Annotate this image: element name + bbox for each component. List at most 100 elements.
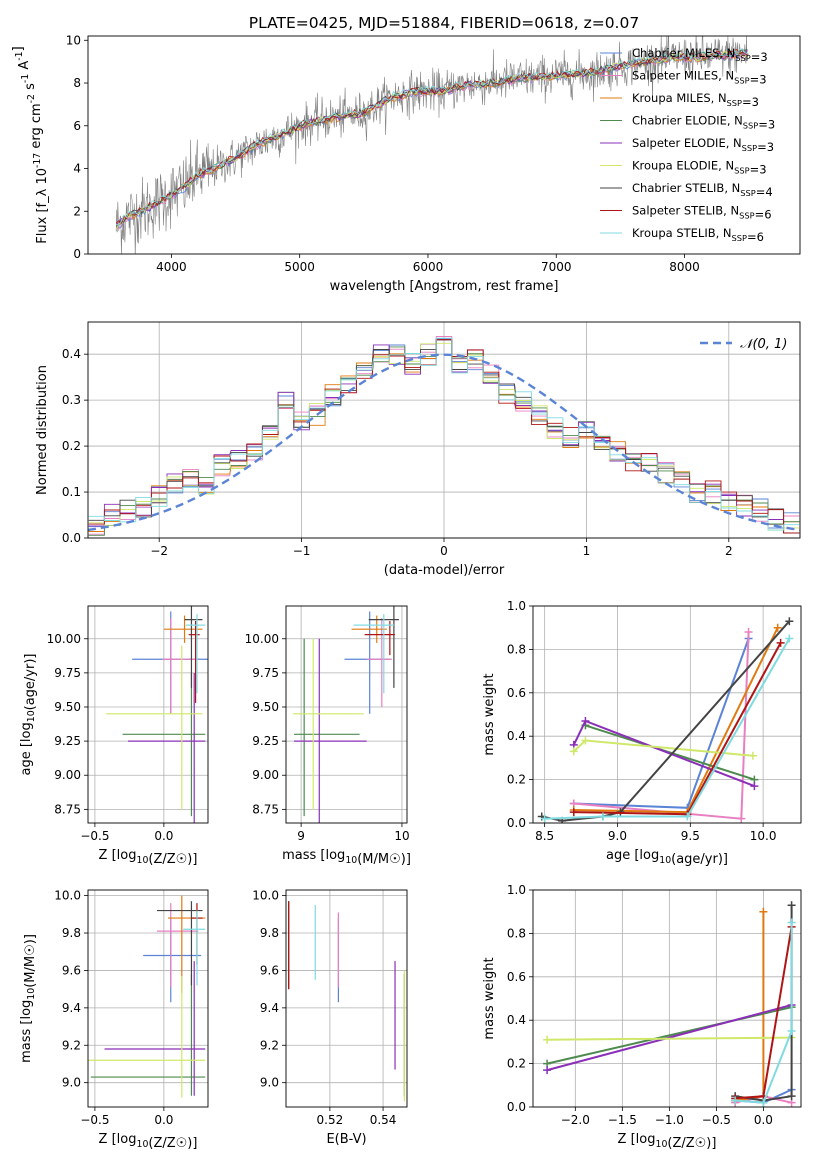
x-tick-label: 0.54	[370, 1113, 397, 1127]
x-tick-label: 0	[440, 544, 448, 558]
y-tick-label: 0.4	[507, 729, 526, 743]
y-tick-label: 0.2	[507, 1057, 526, 1071]
data-point-marker	[787, 901, 796, 910]
x-tick-label: 0.52	[317, 1113, 344, 1127]
y-tick-label: 0	[73, 247, 81, 261]
series-line	[547, 1036, 792, 1041]
series-salpeter-stelib	[569, 638, 785, 819]
legend-label-kroupa-stelib: Kroupa STELIB, NSSP=6	[632, 226, 764, 244]
point-chabrier-elodie	[122, 672, 206, 817]
y-tick-label: 9.6	[260, 963, 279, 977]
series-line	[544, 638, 791, 820]
x-tick-label: 7000	[541, 260, 572, 274]
x-tick-label: 6000	[413, 260, 444, 274]
y-tick-label: 0.4	[62, 347, 81, 361]
y-tick-label: 0.0	[507, 816, 526, 830]
axes-frame	[87, 321, 801, 539]
legend-label-normal: 𝒩(0, 1)	[740, 337, 787, 352]
y-tick-label: 0.8	[507, 642, 526, 656]
y-tick-label: 9.25	[252, 734, 279, 748]
axes-frame	[532, 605, 802, 824]
legend-label-chabrier-miles: Chabrier MILES, NSSP=3	[632, 46, 768, 64]
point-kroupa-stelib	[183, 910, 206, 986]
chart-mass-weight-vs-age: 8.5 9.0 9.5 10.0 0.0 0.2 0.4 0.6 0.8 1.0 age [log1…	[482, 599, 802, 867]
y-tick-label: 9.00	[252, 768, 279, 782]
y-tick-label: 8.75	[54, 802, 81, 816]
data-point-marker	[787, 918, 796, 927]
plot-area	[105, 606, 208, 823]
figure-title: PLATE=0425, MJD=51884, FIBERID=0618, z=0…	[249, 14, 639, 32]
plot-area	[293, 606, 399, 823]
x-tick-label: 10	[394, 829, 409, 843]
y-tick-label: 9.25	[54, 734, 81, 748]
y-tick-label: 1.0	[507, 883, 526, 897]
y-tick-label: 9.8	[62, 926, 81, 940]
y-tick-label: 9.75	[54, 666, 81, 680]
chart-residuals: −2 −1 0 1 2 0.0 0.1 0.2 0.3 0.4 (data-model)/error…	[35, 321, 801, 578]
model-fit-chabrier-stelib	[116, 49, 748, 227]
y-tick-label: 0.8	[507, 926, 526, 940]
histogram-chabrier-miles	[88, 338, 800, 529]
plot-area	[88, 336, 800, 536]
x-axis-label: Z [log10(Z/Z☉)]	[99, 1132, 198, 1151]
axes-frame	[87, 605, 209, 824]
point-chabrier-miles	[344, 611, 390, 714]
x-tick-label: 2	[725, 544, 733, 558]
model-fit-salpeter-stelib	[115, 48, 748, 225]
point-salpeter-elodie	[294, 638, 367, 823]
y-tick-label: 9.00	[54, 768, 81, 782]
series-chabrier-miles	[569, 634, 753, 812]
x-axis-label: age [log10(age/yr)]	[606, 848, 728, 867]
y-tick-label: 0.2	[507, 773, 526, 787]
point-kroupa-stelib	[353, 614, 394, 694]
data-point-marker	[759, 907, 768, 916]
y-tick-label: 10	[66, 33, 81, 47]
legend-label-salpeter-elodie: Salpeter ELODIE, NSSP=3	[632, 136, 774, 154]
normal-curve-line	[88, 353, 800, 532]
y-tick-label: 9.4	[62, 1001, 81, 1015]
y-tick-label: 0.0	[507, 1100, 526, 1114]
y-tick-label: 0.6	[507, 970, 526, 984]
x-tick-label: 0.0	[154, 829, 173, 843]
plot-area	[115, 36, 749, 254]
legend-label-chabrier-stelib: Chabrier STELIB, NSSP=4	[632, 181, 773, 199]
chart-spectrum: 4000 5000 6000 7000 8000 0 2 4 6 8 10 wavelength [A…	[11, 33, 801, 294]
plot-area	[537, 617, 794, 823]
legend-label-kroupa-elodie: Kroupa ELODIE, NSSP=3	[632, 159, 767, 177]
histogram-salpeter-miles	[88, 336, 800, 535]
y-tick-label: 0.3	[62, 393, 81, 407]
y-axis-label: mass [log10(M/M☉)]	[19, 934, 38, 1063]
y-tick-label: 9.0	[62, 1076, 81, 1090]
x-tick-label: 10.0	[750, 829, 777, 843]
series-kroupa-miles	[569, 623, 782, 817]
legend: Chabrier MILES, NSSP=3 Salpeter MILES, NS…	[600, 46, 775, 244]
point-kroupa-elodie	[105, 645, 203, 810]
data-point-marker	[759, 1098, 768, 1107]
y-tick-label: 9.50	[54, 700, 81, 714]
y-tick-label: 8	[73, 76, 81, 90]
histogram-kroupa-stelib	[88, 337, 800, 531]
x-tick-label: −0.5	[80, 1113, 109, 1127]
y-axis-label: mass weight	[482, 673, 497, 755]
axes-frame	[87, 889, 209, 1108]
x-axis-label: wavelength [Angstrom, rest frame]	[330, 279, 559, 294]
point-salpeter-elodie	[104, 961, 206, 1096]
x-tick-label: 0.0	[154, 1113, 173, 1127]
data-point-marker	[744, 628, 753, 637]
x-tick-label: 1	[583, 544, 591, 558]
point-chabrier-stelib	[156, 901, 203, 986]
y-tick-label: 9.4	[260, 1001, 279, 1015]
chart-mass-weight-vs-Z: −2.0 −1.5 −1.0 −0.5 0.0 0.0 0.2 0.4 0.6 0.8 1.0 Z […	[482, 883, 802, 1151]
x-tick-label: 8.5	[535, 829, 554, 843]
x-tick-label: 0.0	[754, 1113, 773, 1127]
series-kroupa-miles	[731, 907, 768, 1105]
y-axis-label: age [log10(age/yr)]	[19, 654, 38, 776]
x-tick-label: −2.0	[561, 1113, 590, 1127]
x-tick-label: −1	[293, 544, 311, 558]
chart-mass-vs-EBV: 0.52 0.54 9.0 9.2 9.4 9.6 9.8 10.0 E(B-V)	[252, 889, 408, 1147]
x-tick-label: −1.5	[608, 1113, 637, 1127]
x-tick-label: 9.5	[681, 829, 700, 843]
data-point-marker	[598, 812, 607, 821]
point-salpeter-miles	[156, 903, 199, 988]
data-point-marker	[748, 751, 757, 760]
